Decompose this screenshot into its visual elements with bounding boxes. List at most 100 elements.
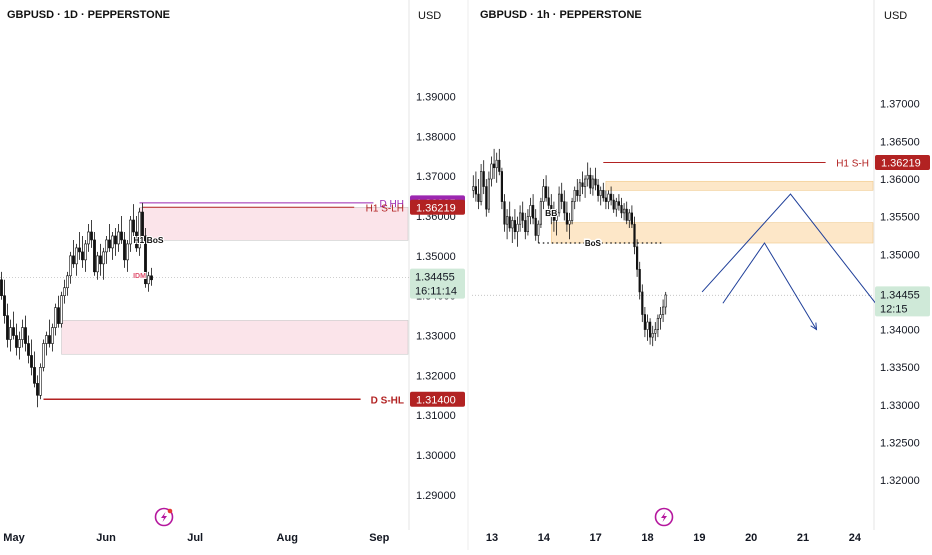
candle-body bbox=[617, 201, 620, 206]
candle-body bbox=[625, 208, 628, 221]
candle-body bbox=[565, 212, 568, 225]
y-tick-label[interactable]: 1.33500 bbox=[880, 362, 920, 374]
idm-label: IDM bbox=[133, 273, 146, 280]
level-price-badge bbox=[410, 391, 465, 407]
candle-body bbox=[54, 307, 57, 328]
y-tick-label[interactable]: 1.31000 bbox=[416, 410, 456, 422]
candle-body bbox=[487, 178, 491, 210]
x-tick-label[interactable]: 18 bbox=[641, 532, 653, 544]
candle-body bbox=[651, 333, 654, 338]
candle-body bbox=[589, 174, 592, 189]
x-tick-label[interactable]: 20 bbox=[745, 532, 757, 544]
candle-body bbox=[495, 159, 498, 169]
y-tick-label[interactable]: 1.35000 bbox=[416, 251, 456, 263]
x-tick-label[interactable]: 24 bbox=[849, 532, 862, 544]
current-price-badge bbox=[875, 286, 930, 317]
y-tick-label[interactable]: 1.36500 bbox=[880, 136, 920, 148]
x-tick-label[interactable]: 21 bbox=[797, 532, 809, 544]
candle-body bbox=[57, 307, 60, 324]
candle-body bbox=[105, 239, 108, 253]
candle-body bbox=[516, 223, 519, 233]
candle-body bbox=[635, 246, 639, 270]
x-tick-label[interactable]: Sep bbox=[369, 532, 389, 544]
candle-body bbox=[511, 220, 514, 229]
candle-body bbox=[479, 171, 483, 202]
x-tick-label[interactable]: 14 bbox=[538, 532, 551, 544]
candle-body bbox=[72, 255, 75, 265]
candle-body bbox=[581, 182, 584, 187]
countdown-text: 12:15 bbox=[880, 303, 908, 315]
candle-body bbox=[126, 243, 129, 261]
candle-body bbox=[620, 205, 623, 214]
daily-currency-label: USD bbox=[418, 10, 441, 22]
x-tick-label[interactable]: Jun bbox=[96, 532, 116, 544]
x-tick-label[interactable]: 17 bbox=[590, 532, 602, 544]
bos-label: H1 BoS bbox=[133, 235, 164, 245]
hourly-currency-label: USD bbox=[884, 10, 907, 22]
x-tick-label[interactable]: Aug bbox=[277, 532, 298, 544]
daily-zones bbox=[61, 206, 409, 355]
y-tick-label[interactable]: 1.35500 bbox=[880, 212, 920, 224]
y-tick-label[interactable]: 1.36000 bbox=[880, 174, 920, 186]
x-tick-label[interactable]: 13 bbox=[486, 532, 498, 544]
y-tick-label[interactable]: 1.38000 bbox=[416, 131, 456, 143]
candle-body bbox=[150, 275, 153, 281]
candle-body bbox=[69, 255, 72, 277]
candle-body bbox=[570, 201, 574, 221]
y-tick-label[interactable]: 1.39000 bbox=[416, 92, 456, 104]
candle-body bbox=[500, 171, 504, 202]
y-tick-label[interactable]: 1.32000 bbox=[880, 475, 920, 487]
daily-y-axis-ticks[interactable]: 1.390001.380001.370001.360001.350001.340… bbox=[416, 92, 456, 502]
candle-body bbox=[36, 383, 39, 396]
candle-body bbox=[563, 201, 566, 214]
candle-body bbox=[648, 321, 652, 338]
candle-body bbox=[66, 275, 69, 289]
hourly-panel: GBPUSD · 1h · PEPPERSTONE USD H1 S-H BBB… bbox=[472, 0, 930, 544]
candle-body bbox=[615, 201, 618, 210]
y-tick-label[interactable]: 1.34000 bbox=[880, 325, 920, 337]
daily-x-axis-ticks[interactable]: May Jun Jul Aug Sep bbox=[3, 532, 389, 544]
candle-body bbox=[18, 339, 21, 348]
candle-body bbox=[521, 212, 524, 221]
candle-body bbox=[659, 314, 662, 319]
candle-body bbox=[643, 314, 646, 330]
y-tick-label[interactable]: 1.33000 bbox=[880, 400, 920, 412]
candle-body bbox=[87, 231, 90, 245]
candle-body bbox=[524, 220, 527, 233]
candle-body bbox=[498, 159, 501, 172]
y-tick-label[interactable]: 1.33000 bbox=[416, 331, 456, 343]
candle-body bbox=[560, 193, 563, 202]
y-tick-label[interactable]: 1.32000 bbox=[416, 370, 456, 382]
candle-body bbox=[117, 231, 120, 245]
y-tick-label[interactable]: 1.35000 bbox=[880, 249, 920, 261]
candle-body bbox=[503, 201, 506, 225]
candle-body bbox=[576, 190, 579, 196]
candle-body bbox=[132, 219, 135, 233]
candle-body bbox=[537, 223, 540, 236]
y-tick-label[interactable]: 1.29000 bbox=[416, 490, 456, 502]
candle-body bbox=[604, 197, 607, 202]
daily-candles bbox=[0, 202, 153, 408]
y-tick-label[interactable]: 1.37000 bbox=[880, 99, 920, 111]
candle-body bbox=[21, 327, 24, 340]
y-tick-label[interactable]: 1.32500 bbox=[880, 437, 920, 449]
bb-label: BB bbox=[545, 208, 557, 218]
x-tick-label[interactable]: Jul bbox=[187, 532, 203, 544]
level-label: H1 S-H bbox=[836, 158, 869, 169]
x-tick-label[interactable]: May bbox=[3, 532, 25, 544]
y-tick-label[interactable]: 1.37000 bbox=[416, 171, 456, 183]
candle-body bbox=[147, 275, 150, 285]
y-tick-label[interactable]: 1.30000 bbox=[416, 450, 456, 462]
current-price-badge bbox=[410, 268, 465, 299]
candle-body bbox=[120, 231, 123, 241]
hourly-x-axis-ticks[interactable]: 13 14 17 18 19 20 21 24 bbox=[486, 532, 862, 544]
candle-body bbox=[594, 178, 597, 186]
x-tick-label[interactable]: 19 bbox=[693, 532, 705, 544]
lightning-bolt-icon[interactable] bbox=[154, 507, 174, 527]
level-label: H1 S-LH bbox=[366, 203, 404, 214]
candle-body bbox=[534, 217, 537, 236]
daily-panel-title: GBPUSD · 1D · PEPPERSTONE bbox=[7, 9, 170, 21]
lightning-bolt-icon[interactable] bbox=[654, 507, 674, 527]
